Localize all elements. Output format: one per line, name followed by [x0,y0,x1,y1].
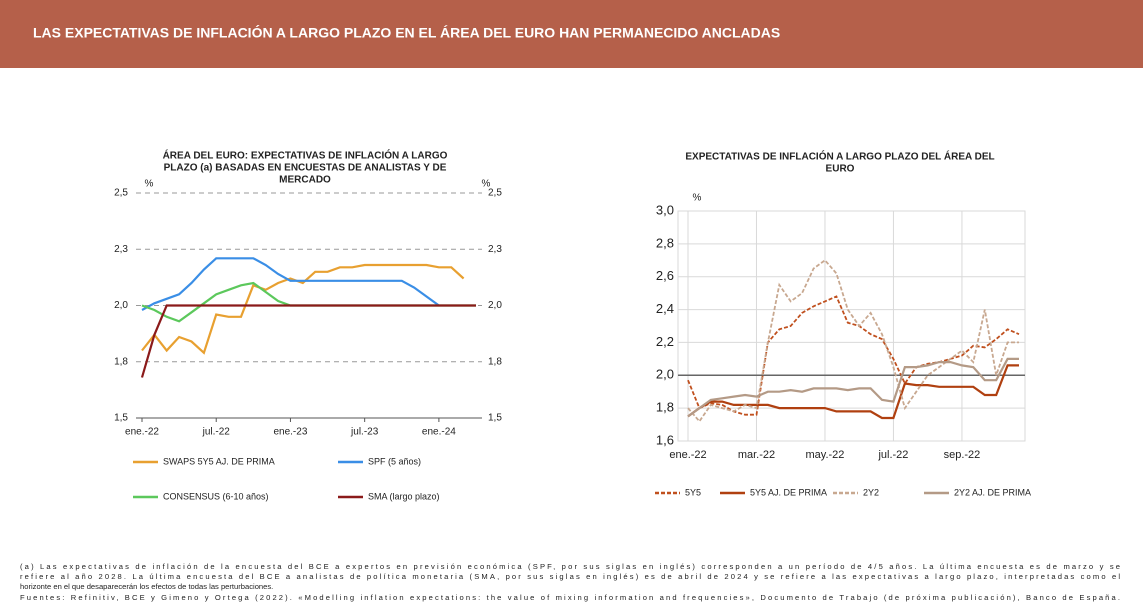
series-line [687,357,1019,418]
series-line [141,263,465,355]
y-tick-label: 1,6 [656,432,674,447]
y-tick-label: 2,2 [656,334,674,349]
x-tick-label: ene.-22 [125,427,159,438]
y-tick-label: 2,3 [114,244,128,255]
legend-label: 5Y5 AJ. DE PRIMA [750,487,827,497]
y-tick-label: 2,6 [656,268,674,283]
note: Fuentes: Refinitiv, BCE y Gimeno y Orteg… [20,593,1120,602]
x-tick-label: ene.-23 [273,427,307,438]
chart-title: MERCADO [279,175,331,186]
y-unit: % [693,193,702,204]
y-tick-label: 2,0 [656,367,674,382]
y-tick-label: 2,4 [656,301,674,316]
x-tick-label: ene.-22 [669,449,706,461]
x-tick-label: ene.-24 [422,427,456,438]
y2-tick-label: 2,5 [488,188,502,199]
chart-title: PLAZO (a) BASADAS EN ENCUESTAS DE ANALIS… [164,163,447,174]
y2-unit: % [482,179,491,190]
legend-label: 2Y2 [863,487,879,497]
chart-title: EURO [826,164,855,175]
chart-title: ÁREA DEL EURO: EXPECTATIVAS DE INFLACIÓN… [163,149,448,162]
legend-label: 5Y5 [685,487,701,497]
x-tick-label: jul.-22 [877,449,908,461]
y-tick-label: 1,8 [656,400,674,415]
legend-label: SWAPS 5Y5 AJ. DE PRIMA [163,456,275,466]
y2-tick-label: 1,5 [488,413,502,424]
y-tick-label: 2,0 [114,300,128,311]
note: (a) Las expectativas de inflación de la … [20,562,1120,571]
x-tick-label: jul.-22 [202,427,231,438]
y-unit: % [145,179,154,190]
series-line [141,281,476,323]
series-line [687,259,1019,423]
series-line [141,257,440,311]
y2-tick-label: 2,3 [488,244,502,255]
header-title: LAS EXPECTATIVAS DE INFLACIÓN A LARGO PL… [33,24,780,41]
y-tick-label: 1,8 [114,356,128,367]
x-tick-label: jul.-23 [350,427,379,438]
header-bar [0,0,1143,68]
series-line [687,364,1019,420]
series-line [687,295,1020,416]
note: refiere al año 2028. La última encuesta … [20,572,1120,581]
y2-tick-label: 2,0 [488,300,502,311]
y-tick-label: 1,5 [114,413,128,424]
x-tick-label: may.-22 [806,449,845,461]
x-tick-label: sep.-22 [944,449,981,461]
chart-title: EXPECTATIVAS DE INFLACIÓN A LARGO PLAZO … [685,150,994,163]
x-tick-label: mar.-22 [738,449,775,461]
y2-tick-label: 1,8 [488,356,502,367]
y-tick-label: 3,0 [656,202,674,217]
legend-label: SMA (largo plazo) [368,491,440,501]
y-tick-label: 2,8 [656,235,674,250]
legend-label: CONSENSUS (6-10 años) [163,491,269,501]
note: horizonte en el que desaparecerán los ef… [20,582,273,591]
y-tick-label: 2,5 [114,188,128,199]
plot-frame [677,210,1026,442]
legend-label: SPF (5 años) [368,456,421,466]
legend-label: 2Y2 AJ. DE PRIMA [954,487,1031,497]
series-line [140,304,476,378]
